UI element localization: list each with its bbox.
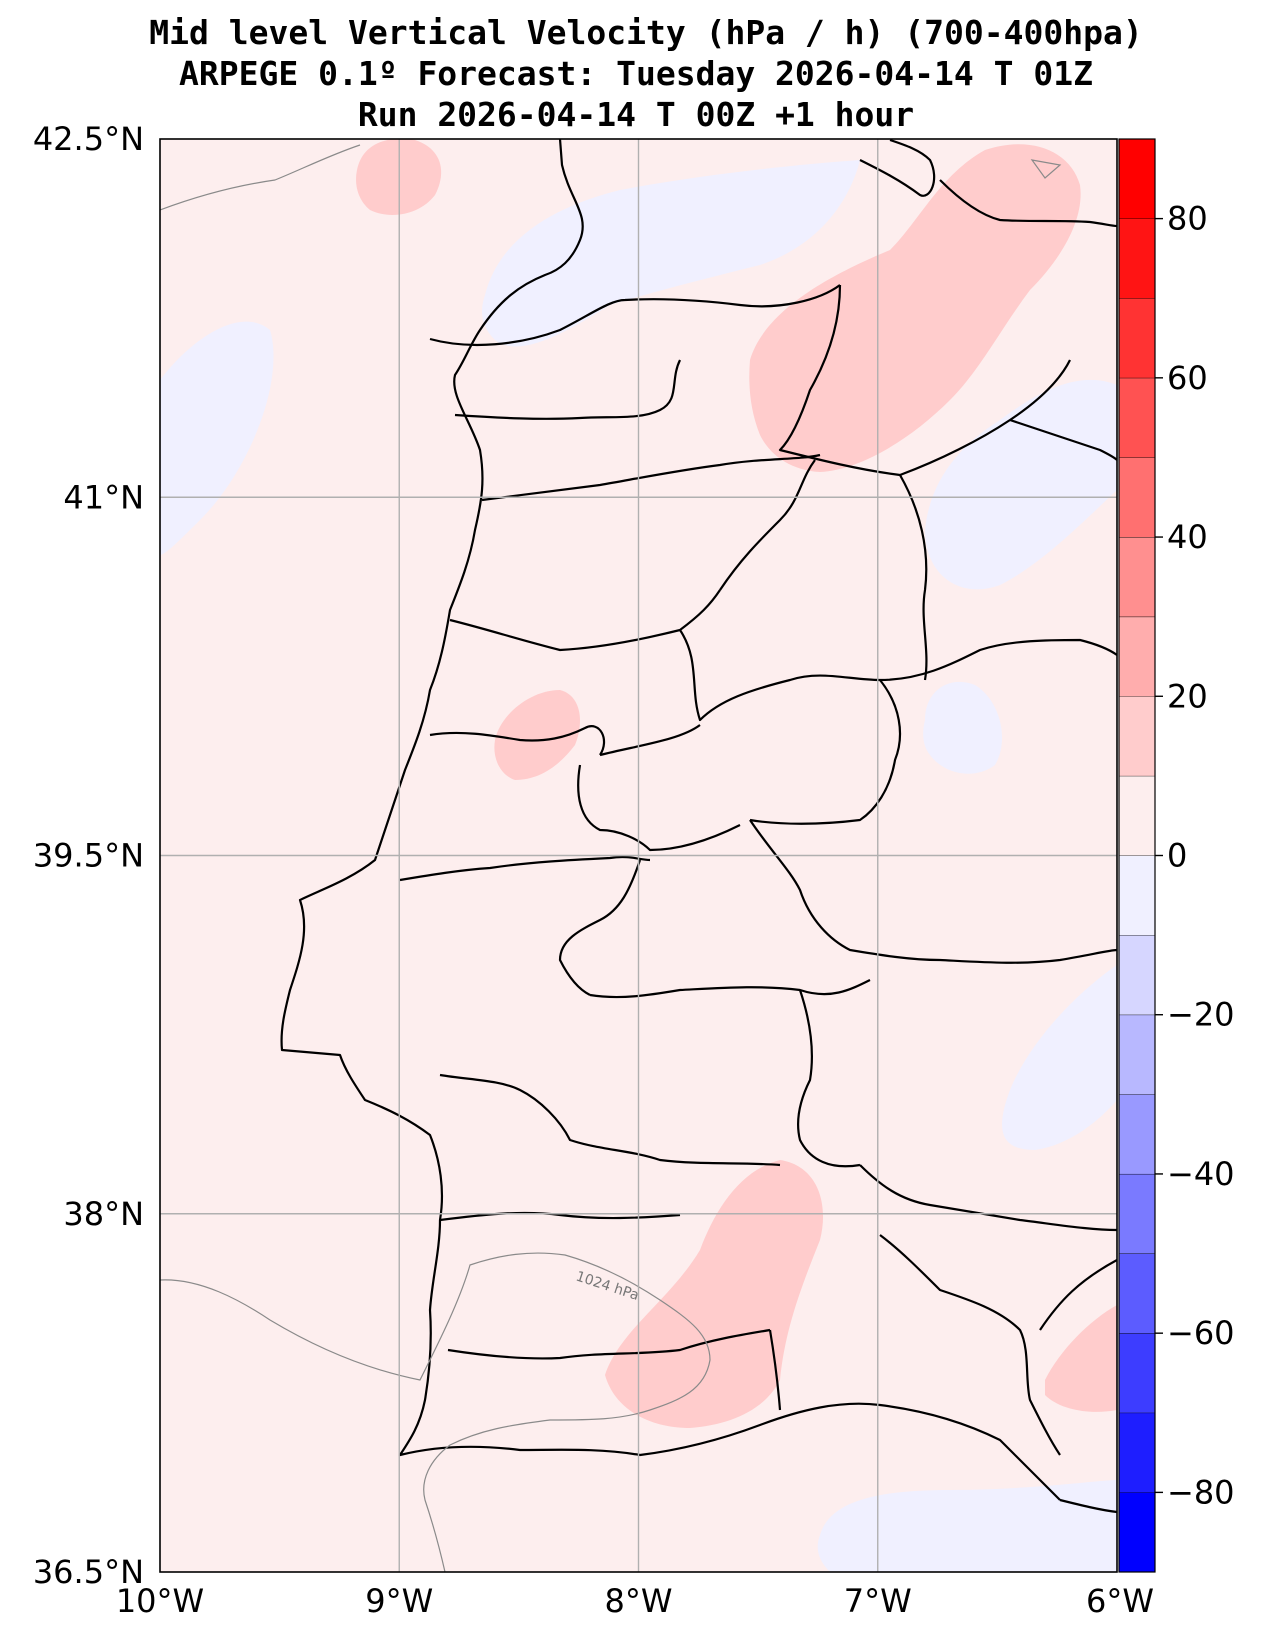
district-border [778,284,1071,477]
x-tick-label: 7°W [844,1582,912,1620]
colorbar-bin [1119,775,1155,856]
colorbar-tick-label: −80 [1167,1473,1235,1511]
x-tick-label: 10°W [116,1582,204,1620]
colorbar-bin [1119,1412,1155,1493]
colorbar-bin [1119,1173,1155,1254]
colorbar-bin [1119,1253,1155,1334]
x-tick-label: 8°W [605,1582,673,1620]
isobar-line [160,144,361,211]
district-border [481,453,821,502]
borders [280,139,1117,1514]
colorbar-bin [1119,457,1155,538]
x-tick-label: 9°W [365,1582,433,1620]
district-border [558,859,642,996]
graticule [160,139,1117,1572]
district-border [599,724,701,757]
district-border [439,1211,681,1222]
colorbar-bin [1119,218,1155,299]
positive-area [1045,1305,1117,1412]
district-border [879,1234,1061,1456]
district-border [1059,1498,1117,1514]
colorbar-bin [1119,1333,1155,1413]
colorbar: 80 60 40 20 0 −20 −40 −60 −80 [1118,138,1235,1573]
district-border [679,629,1117,722]
colorbar-bin [1119,1014,1155,1095]
colorbar-bin [1119,935,1155,1015]
district-border [449,589,721,652]
colorbar-bin [1119,377,1155,458]
colorbar-bin [1119,616,1155,697]
district-border [859,1164,1117,1232]
district-border [939,179,1117,228]
colorbar-bin [1119,696,1155,776]
isobar-line [1030,159,1062,179]
district-border [1009,418,1117,461]
colorbar-bin [1119,537,1155,617]
x-tick-labels: 10°W 9°W 8°W 7°W 6°W [116,1582,1154,1620]
isobar-line [160,1252,711,1572]
negative-area [817,1480,1117,1572]
district-border [429,284,841,346]
district-border [899,474,928,681]
colorbar-tick-label: 20 [1167,677,1208,715]
district-border [577,764,741,852]
district-border [454,359,681,420]
colorbar-tick-label: −60 [1167,1314,1235,1352]
district-border [429,725,606,756]
district-border [399,855,651,882]
colorbar-tick-label: 80 [1167,200,1208,238]
title-line-2: ARPEGE 0.1º Forecast: Tuesday 2026-04-14… [179,54,1093,93]
y-tick-label: 38°N [63,1195,144,1233]
colorbar-ticks: 80 60 40 20 0 −20 −40 −60 −80 [1155,200,1235,1511]
y-tick-label: 41°N [63,478,144,516]
title-line-1: Mid level Vertical Velocity (hPa / h) (7… [149,13,1142,52]
colorbar-bin [1119,1094,1155,1174]
negative-area [925,379,1117,590]
negative-area [482,160,860,347]
district-border [749,819,1117,964]
district-border [447,1328,771,1360]
y-tick-label: 39.5°N [33,837,144,875]
colorbar-bin [1119,298,1155,378]
district-border [768,1329,782,1411]
colorbar-tick-label: −20 [1167,996,1235,1034]
map-frame [159,138,1118,1573]
colorbar-tick-label: 0 [1167,837,1187,875]
district-border [589,979,871,999]
x-tick-label: 6°W [1086,1582,1154,1620]
positive-area [494,690,580,780]
colorbar-bin [1119,139,1155,219]
colorbar-bin [1119,1492,1155,1572]
negative-area [1002,965,1117,1150]
district-border [719,459,816,591]
y-tick-label: 42.5°N [33,120,144,158]
positive-area [749,144,1081,473]
district-border [749,679,902,825]
y-tick-label: 36.5°N [33,1553,144,1591]
y-tick-labels: 42.5°N 41°N 39.5°N 38°N 36.5°N [33,120,144,1591]
district-border [796,989,861,1168]
district-border [1039,1259,1117,1331]
map-panel: 1024 hPa 10°W 9°W 8°W 7°W 6°W 42.5°N 41°N 39.5… [33,120,1154,1620]
district-border [859,139,936,197]
colorbar-bin [1119,855,1155,936]
negative-area [923,681,1003,774]
coastline [280,139,1061,1501]
colorbar-tick-label: 60 [1167,359,1208,397]
colorbar-bins [1119,138,1155,1572]
title-line-3: Run 2026-04-14 T 00Z +1 hour [358,95,914,134]
colorbar-tick-label: 40 [1167,518,1208,556]
velocity-field: 1024 hPa [160,139,1117,1572]
colorbar-tick-label: −40 [1167,1155,1235,1193]
district-border [439,1073,781,1167]
positive-area [605,1160,824,1428]
